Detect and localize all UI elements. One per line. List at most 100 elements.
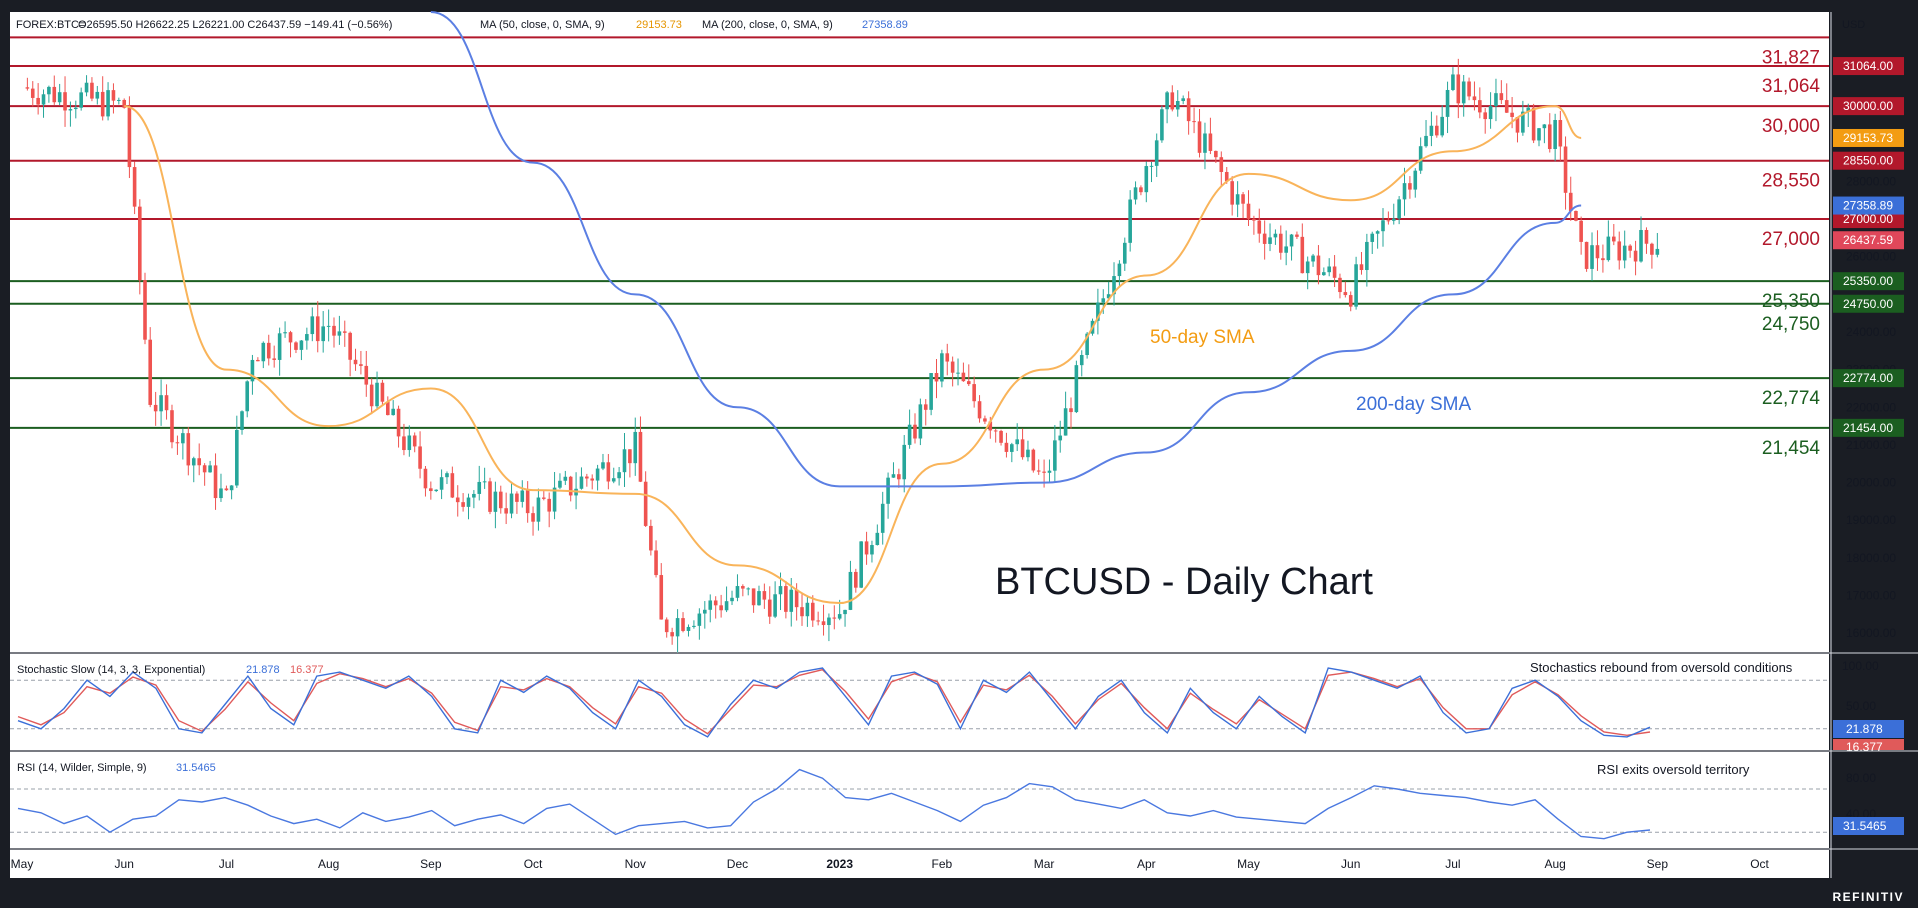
candle-body-244 (1338, 277, 1342, 293)
candle-body-154 (854, 571, 858, 588)
candle-body-188 (1036, 470, 1041, 472)
candle-body-238 (1305, 261, 1310, 274)
sma-layer (124, 11, 1582, 605)
candle-body-146 (810, 602, 815, 621)
candle-body-282 (1542, 124, 1547, 129)
candle-body-186 (1026, 449, 1030, 458)
candle-body-65 (375, 382, 379, 407)
price-tick-0: 28000.00 (1846, 174, 1896, 188)
candle-body-148 (821, 621, 826, 626)
candle-body-105 (590, 478, 595, 481)
candle-body-27 (170, 410, 174, 443)
candle-body-273 (1494, 93, 1498, 107)
candle-body-269 (1472, 96, 1477, 101)
candle-body-9 (73, 107, 78, 110)
candle-body-209 (1149, 165, 1154, 167)
candle-body-297 (1622, 245, 1627, 261)
candle-body-7 (63, 92, 67, 111)
candle-body-49 (288, 332, 293, 343)
time-tick-17: Oct (1750, 857, 1769, 871)
candle-body-265 (1451, 74, 1455, 90)
candle-body-258 (1413, 170, 1418, 190)
time-tick-9: Feb (932, 857, 953, 871)
level-label-6: 24,750 (1762, 314, 1820, 335)
header-ma200-value: 27358.89 (862, 19, 908, 31)
candle-body-284 (1553, 120, 1557, 150)
candle-body-275 (1504, 100, 1509, 113)
rsi-annotation: RSI exits oversold territory (1597, 762, 1750, 777)
time-tick-4: Sep (420, 857, 442, 871)
candle-body-219 (1203, 133, 1207, 153)
candle-body-117 (654, 550, 658, 576)
stoch-k-tag-text: 21.878 (1846, 722, 1883, 736)
price-tag-0 (1833, 128, 1904, 147)
candle-body-172 (950, 361, 955, 373)
candle-body-60 (348, 332, 352, 360)
candle-body-123 (686, 626, 691, 631)
candle-body-125 (697, 613, 702, 626)
candle-body-157 (870, 545, 874, 555)
time-tick-16: Sep (1647, 857, 1669, 871)
candle-body-216 (1186, 98, 1191, 122)
candle-body-158 (875, 532, 880, 546)
candle-body-90 (509, 493, 514, 514)
price-tick-4: 22000.00 (1846, 400, 1896, 414)
candle-body-132 (735, 586, 740, 598)
candle-body-267 (1461, 81, 1466, 104)
candle-body-278 (1521, 111, 1525, 133)
header-symbol: FOREX:BTC= (16, 19, 85, 31)
price-tick-1: 26000.00 (1846, 250, 1896, 264)
candle-body-116 (649, 525, 653, 551)
candle-body-230 (1262, 233, 1267, 244)
candle-body-153 (848, 571, 853, 610)
candle-body-79 (450, 473, 455, 498)
price-tick-8: 18000.00 (1846, 551, 1896, 565)
candle-body-225 (1235, 194, 1240, 205)
candle-body-128 (713, 600, 718, 606)
candle-body-191 (1053, 440, 1057, 471)
candle-body-247 (1354, 264, 1358, 307)
candle-body-218 (1197, 121, 1202, 153)
candle-body-213 (1170, 92, 1175, 110)
candle-body-212 (1165, 92, 1169, 110)
price-tick-2: 24000.00 (1846, 325, 1896, 339)
header-ma50-value: 29153.73 (636, 19, 682, 31)
time-tick-1: Jun (115, 857, 134, 871)
candle-body-227 (1246, 203, 1251, 219)
candle-body-240 (1316, 255, 1321, 276)
sma50-annotation: 50-day SMA (1150, 327, 1255, 348)
candle-body-168 (929, 373, 933, 410)
candle-body-53 (310, 316, 315, 335)
candle-body-139 (773, 594, 777, 617)
candle-body-183 (1010, 444, 1014, 452)
candle-body-175 (966, 381, 971, 385)
candle-body-74 (423, 468, 428, 489)
candle-body-69 (396, 408, 401, 437)
candle-body-70 (402, 436, 406, 451)
candle-body-165 (913, 424, 917, 439)
candle-body-100 (563, 476, 568, 481)
candle-body-137 (762, 591, 767, 600)
candle-body-136 (757, 591, 761, 606)
stoch-d-tag-text: 16.377 (1846, 740, 1883, 754)
level-tag-text-3: 28550.00 (1843, 154, 1893, 168)
level-labels-layer: 31,827 31,064 30,000 28,550 27,000 25,35024,7… (1762, 47, 1821, 459)
candle-body-56 (326, 325, 331, 327)
candle-body-82 (466, 497, 471, 507)
candle-body-250 (1370, 233, 1375, 242)
candle-body-110 (617, 472, 621, 479)
candle-body-15 (106, 90, 110, 117)
candle-body-88 (498, 491, 503, 509)
candle-body-36 (219, 488, 223, 499)
stoch-tick-100: 100.00 (1842, 659, 1879, 673)
time-tick-3: Aug (318, 857, 339, 871)
level-tag-8 (1833, 418, 1904, 437)
price-tick-7: 19000.00 (1846, 513, 1896, 527)
price-axis: 28000.0026000.0024000.0023000.0022000.00… (1846, 174, 1896, 640)
candle-body-181 (999, 430, 1003, 443)
candle-body-120 (670, 632, 674, 637)
candle-body-217 (1192, 121, 1196, 123)
candle-body-33 (202, 465, 207, 473)
stoch-title: Stochastic Slow (14, 3, 3, Exponential) (17, 664, 205, 676)
candle-body-164 (907, 424, 912, 445)
